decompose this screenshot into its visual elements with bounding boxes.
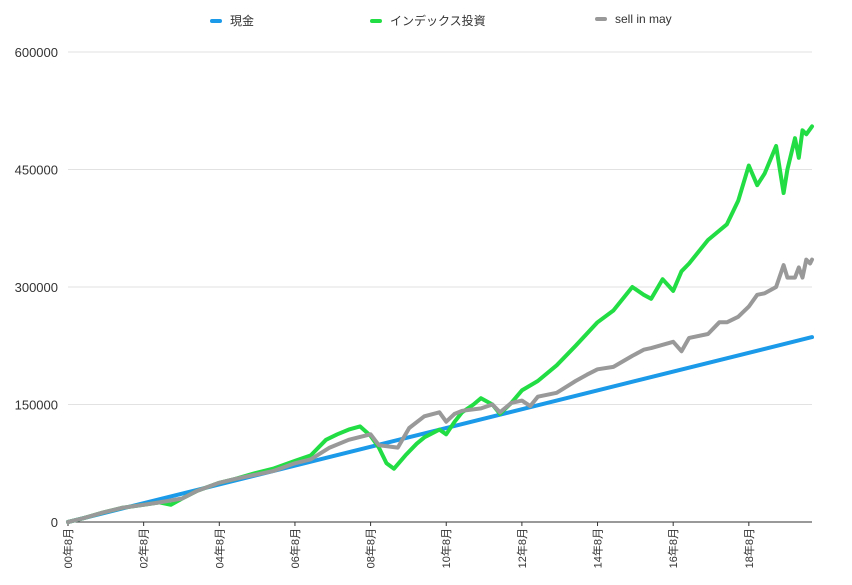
y-tick-label: 0 bbox=[51, 515, 58, 530]
x-tick-label: 06年8月 bbox=[288, 528, 302, 568]
x-tick-label: 00年8月 bbox=[61, 528, 75, 568]
legend-swatch-sell-in-may bbox=[595, 17, 607, 21]
x-tick-label: 02年8月 bbox=[137, 528, 151, 568]
x-tick-label: 08年8月 bbox=[364, 528, 378, 568]
legend-label-sell-in-may: sell in may bbox=[615, 12, 672, 26]
x-tick-label: 18年8月 bbox=[742, 528, 756, 568]
x-tick-label: 14年8月 bbox=[591, 528, 605, 568]
series-lines bbox=[66, 124, 814, 524]
series-line-index bbox=[66, 124, 814, 524]
y-tick-label: 450000 bbox=[15, 163, 58, 178]
x-axis-ticks: 00年8月 02年8月 04年8月 06年8月 08年8月 10年8月 12年8月 14年8月… bbox=[61, 522, 756, 568]
legend-swatch-cash bbox=[210, 18, 222, 23]
y-tick-label: 600000 bbox=[15, 45, 58, 60]
x-tick-label: 04年8月 bbox=[212, 528, 226, 568]
x-tick-label: 16年8月 bbox=[666, 528, 680, 568]
y-tick-label: 300000 bbox=[15, 280, 58, 295]
y-tick-label: 150000 bbox=[15, 398, 58, 413]
series-line-sell-in-may bbox=[66, 257, 814, 524]
legend-label-index: インデックス投資 bbox=[390, 14, 486, 28]
legend-swatch-index bbox=[370, 18, 382, 23]
legend-item-index: インデックス投資 bbox=[370, 12, 486, 29]
legend-item-cash: 現金 bbox=[210, 12, 254, 29]
chart-legend: 現金 インデックス投資 sell in may bbox=[0, 12, 852, 32]
x-tick-label: 12年8月 bbox=[515, 528, 529, 568]
legend-label-cash: 現金 bbox=[230, 14, 255, 28]
x-tick-label: 10年8月 bbox=[439, 528, 453, 568]
y-axis-ticks: 0 150000 300000 450000 600000 bbox=[15, 45, 58, 530]
grid-lines bbox=[68, 51, 812, 523]
legend-item-sell-in-may: sell in may bbox=[595, 12, 672, 26]
